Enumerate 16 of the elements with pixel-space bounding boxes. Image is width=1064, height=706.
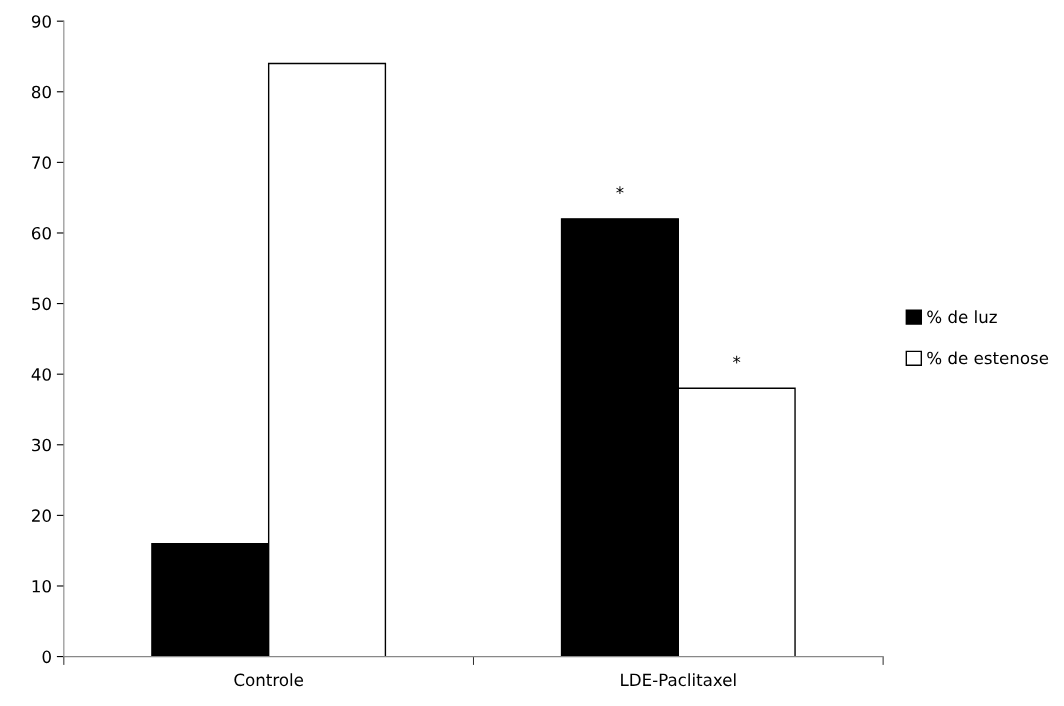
- y-tick-label: 10: [32, 579, 51, 593]
- x-tick-label: Controle: [234, 673, 304, 687]
- x-tick-label: LDE-Paclitaxel: [621, 673, 736, 687]
- y-tick-label: 50: [32, 297, 51, 311]
- legend-label: % de luz: [927, 310, 997, 324]
- data-label: *: [733, 355, 741, 364]
- y-tick-label: 0: [42, 650, 51, 664]
- y-tick-label: 80: [31, 85, 51, 99]
- y-tick-label: 70: [32, 156, 51, 169]
- y-tick-label: 40: [31, 368, 51, 381]
- y-tick-label: 60: [31, 226, 51, 240]
- data-label: *: [616, 186, 624, 194]
- y-tick-label: 20: [32, 509, 51, 522]
- legend-label: % de estenose: [927, 351, 1049, 365]
- y-tick-label: 90: [31, 15, 51, 28]
- y-tick-label: 30: [32, 438, 51, 452]
